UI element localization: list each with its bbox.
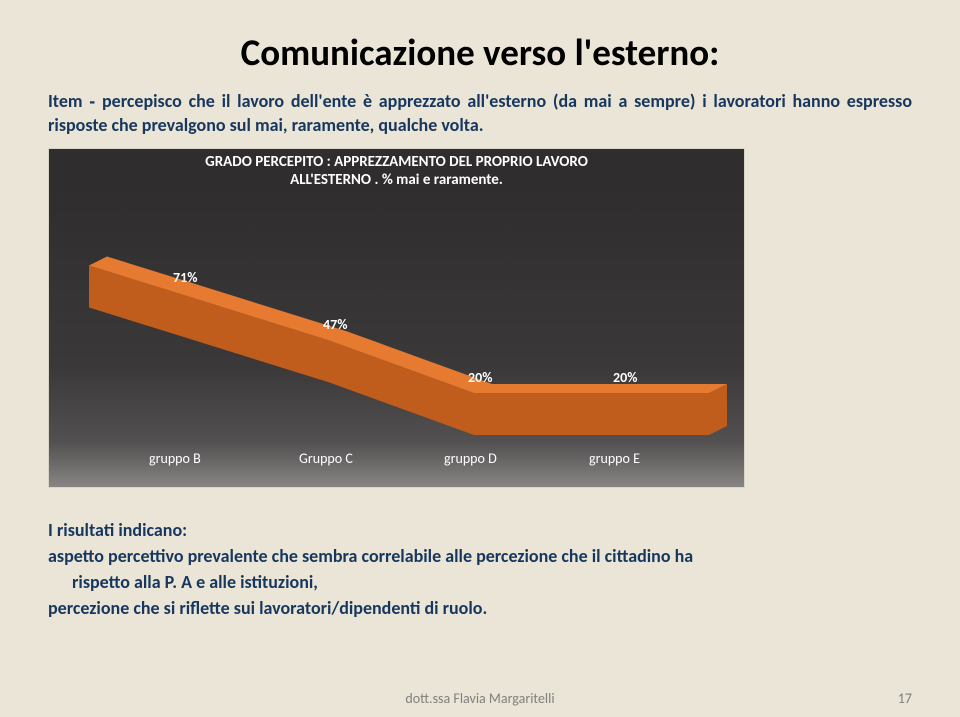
results-block: I risultati indicano: aspetto percettivo… (48, 518, 912, 621)
footer-author: dott.ssa Flavia Margaritelli (0, 690, 960, 707)
slide: Comunicazione verso l'esterno: Item ‑ pe… (0, 0, 960, 717)
chart-ribbon-svg (49, 187, 744, 487)
chart-category-label: Gruppo C (299, 450, 353, 467)
page-title: Comunicazione verso l'esterno: (48, 30, 912, 75)
chart-value-label: 20% (468, 369, 492, 386)
results-para1b: rispetto alla P. A e alle istituzioni, (48, 570, 912, 594)
subtitle-text: Item ‑ percepisco che il lavoro dell'ent… (48, 89, 912, 138)
chart-category-label: gruppo B (149, 450, 201, 467)
chart-title-line1: GRADO PERCEPITO : APPREZZAMENTO DEL PROP… (205, 153, 588, 171)
chart-container: GRADO PERCEPITO : APPREZZAMENTO DEL PROP… (48, 148, 912, 488)
chart-category-label: gruppo D (444, 450, 497, 467)
chart-area: 71% gruppo B 47% Gruppo C 20% gruppo D 20% grup… (49, 187, 744, 487)
results-heading: I risultati indicano: (48, 518, 912, 542)
chart-value-label: 47% (323, 316, 347, 333)
chart-value-label: 20% (613, 369, 637, 386)
results-para1a: aspetto percettivo prevalente che sembra… (48, 544, 912, 568)
chart-frame: GRADO PERCEPITO : APPREZZAMENTO DEL PROP… (48, 148, 745, 488)
chart-value-label: 71% (173, 269, 197, 286)
chart-title-line2: ALL'ESTERNO . % mai e raramente. (290, 171, 503, 189)
results-para2: percezione che si riflette sui lavorator… (48, 596, 912, 620)
page-number: 17 (898, 690, 912, 707)
chart-title: GRADO PERCEPITO : APPREZZAMENTO DEL PROP… (49, 149, 744, 191)
chart-category-label: gruppo E (589, 450, 640, 467)
